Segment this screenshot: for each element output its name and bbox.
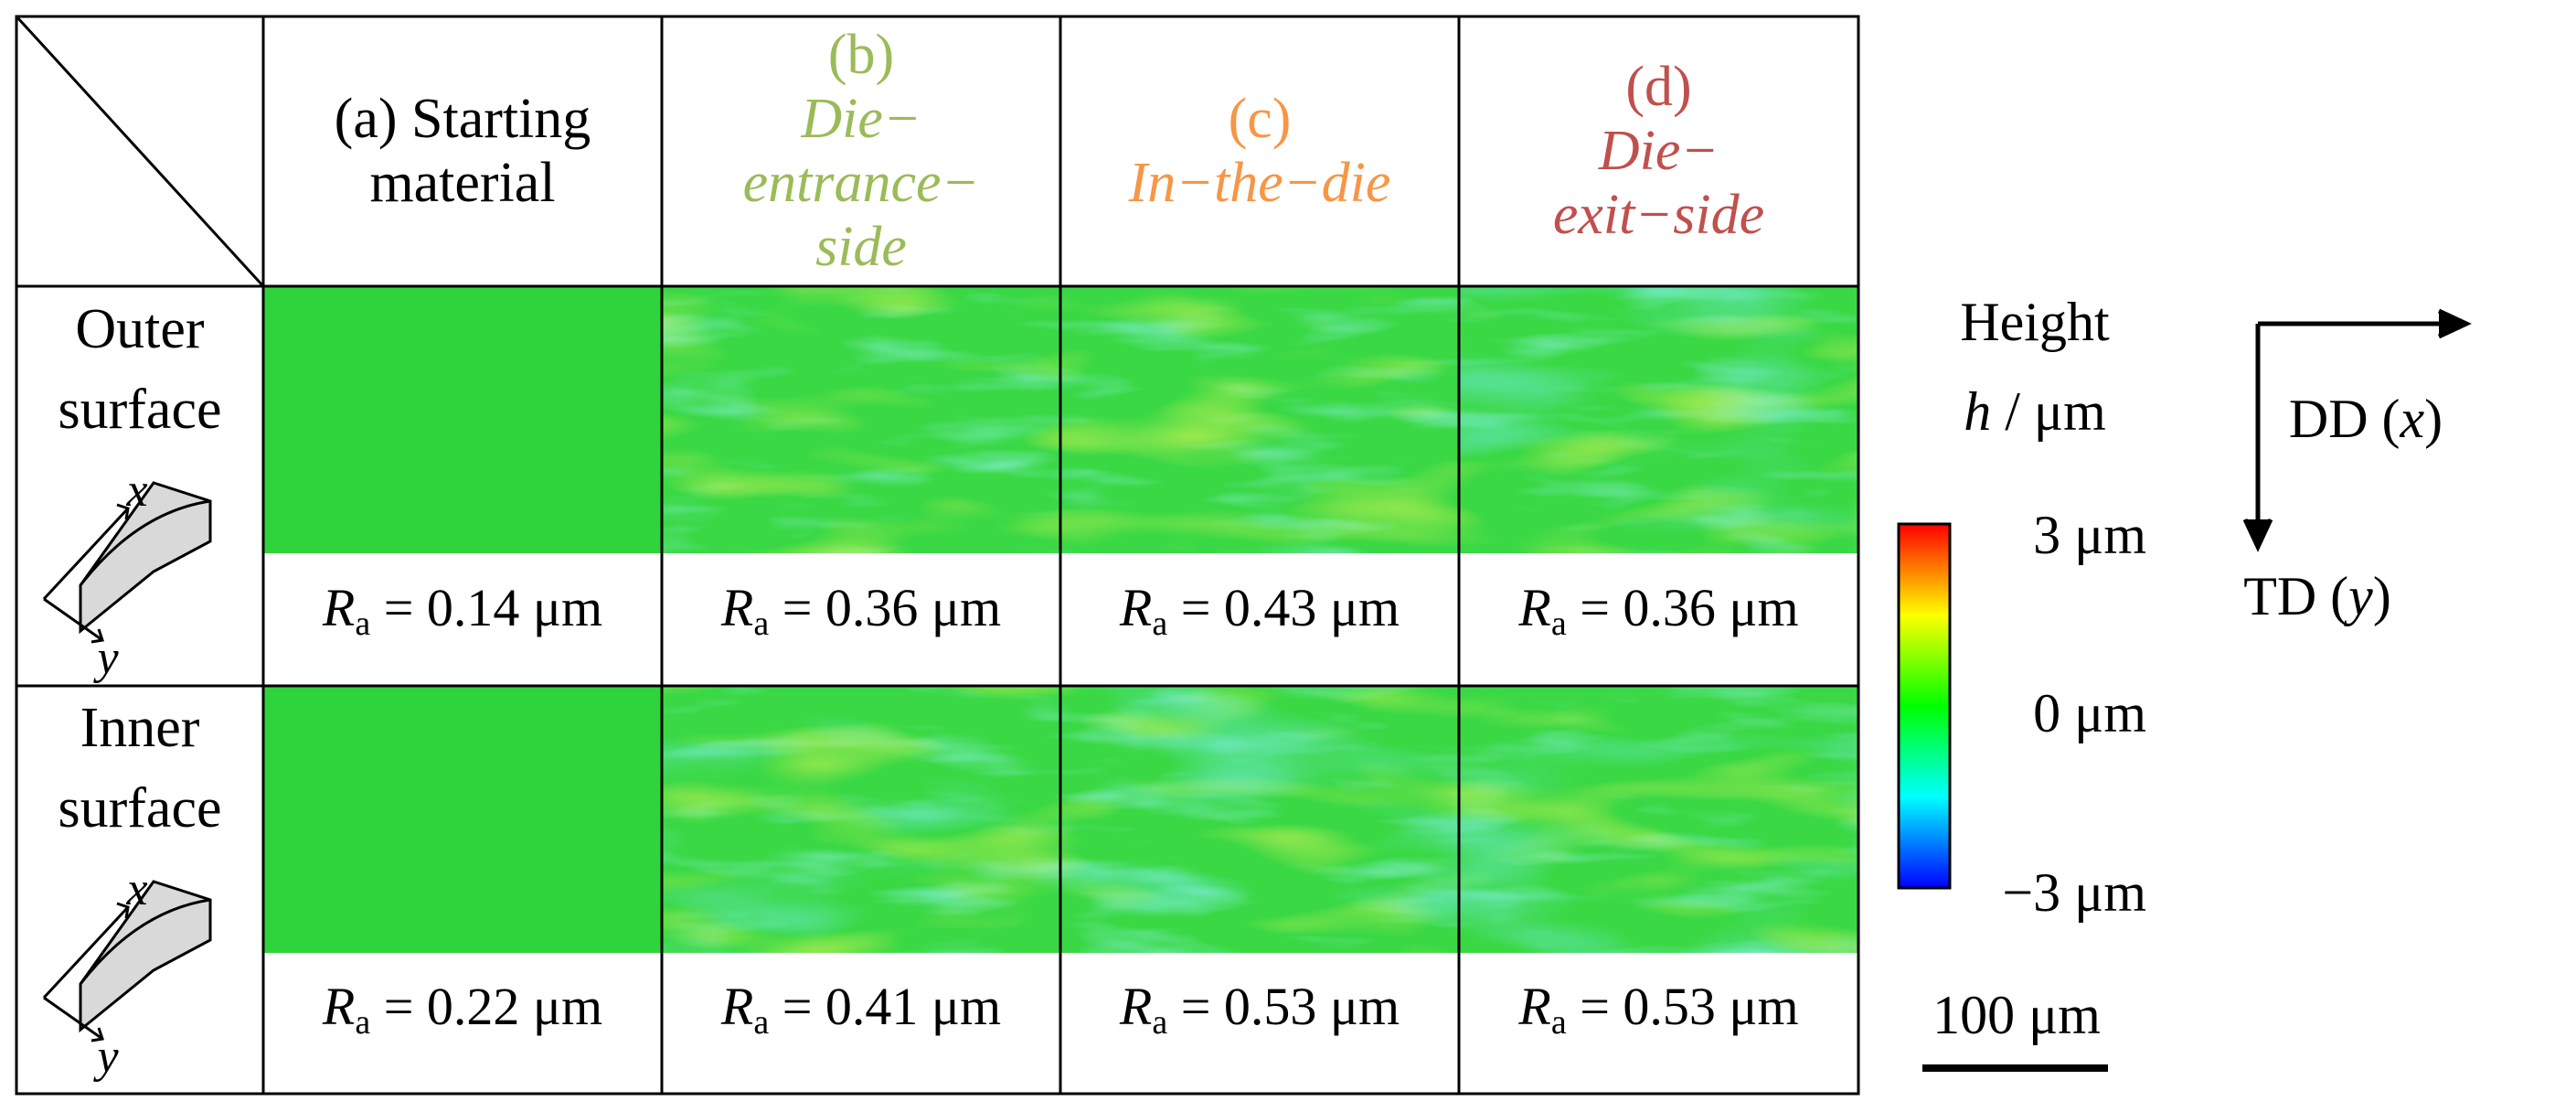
row-headers: Outer surface x y Inner surface x y <box>42 298 222 1083</box>
colorbar-unit: h / μm <box>1964 381 2106 442</box>
column-header-text: material <box>369 152 555 214</box>
height-map <box>263 286 662 553</box>
axis-y-label: y <box>92 632 119 684</box>
ra-value: Ra = 0.43 μm <box>1119 578 1400 643</box>
axis-x-label: x <box>125 465 147 517</box>
column-header-a-line1: (a) Starting <box>335 88 591 150</box>
td-label: TD (y) <box>2243 566 2391 626</box>
column-header-text: Die− <box>800 88 921 150</box>
specimen-icon <box>42 880 212 1042</box>
ra-value: Ra = 0.53 μm <box>1119 977 1400 1042</box>
axis-x-label: x <box>125 863 147 915</box>
ra-value: Ra = 0.14 μm <box>322 578 602 643</box>
column-header-prefix: (a) <box>335 88 411 150</box>
colorbar: Height h / μm 3 μm 0 μm −3 μm <box>1897 292 2146 923</box>
corner-diagonal <box>15 15 265 288</box>
ra-labels: Ra = 0.14 μm Ra = 0.36 μm Ra = 0.43 μm Ra =… <box>322 578 1799 1042</box>
height-map <box>1060 686 1459 953</box>
scale-bar: 100 μm <box>1922 985 2108 1072</box>
colorbar-max-label: 3 μm <box>2033 505 2146 565</box>
specimen-icon <box>42 481 212 644</box>
height-map <box>1459 686 1858 953</box>
column-header-text: Starting <box>411 88 591 150</box>
height-map <box>662 686 1060 953</box>
axis-y-label: y <box>92 1031 119 1083</box>
height-map <box>1060 286 1459 553</box>
table-grid <box>15 15 1860 1096</box>
column-header-text: exit−side <box>1553 184 1764 246</box>
colorbar-gradient <box>1897 522 1952 890</box>
column-header-prefix: (c) <box>1229 88 1292 150</box>
column-header-text: In−the−die <box>1128 152 1391 214</box>
row-header-text: Inner <box>80 697 200 759</box>
ra-value: Ra = 0.22 μm <box>322 977 602 1042</box>
column-header-text: entrance− <box>743 152 980 214</box>
height-map <box>263 686 662 953</box>
colorbar-mid-label: 0 μm <box>2033 683 2146 743</box>
height-maps <box>263 286 1858 953</box>
column-header-prefix: (d) <box>1625 56 1691 118</box>
row-header-text: Outer <box>75 298 205 360</box>
dd-label: DD (x) <box>2289 389 2443 449</box>
colorbar-title: Height <box>1960 292 2110 352</box>
ra-value: Ra = 0.36 μm <box>1517 578 1798 643</box>
column-headers: (a) Startingmaterial(b)Die−entrance−side… <box>335 24 1764 278</box>
column-header-prefix: (b) <box>828 24 894 86</box>
row-header-text: surface <box>59 379 222 441</box>
ra-value: Ra = 0.36 μm <box>720 578 1001 643</box>
column-header-text: side <box>815 216 907 278</box>
height-map <box>1459 286 1858 553</box>
direction-axes <box>2242 308 2472 552</box>
ra-value: Ra = 0.53 μm <box>1517 977 1798 1042</box>
height-map <box>662 286 1060 553</box>
scale-bar-label: 100 μm <box>1932 985 2101 1045</box>
row-header-text: surface <box>59 777 222 839</box>
ra-value: Ra = 0.41 μm <box>720 977 1001 1042</box>
colorbar-min-label: −3 μm <box>2002 862 2146 923</box>
column-header-text: Die− <box>1598 120 1719 182</box>
